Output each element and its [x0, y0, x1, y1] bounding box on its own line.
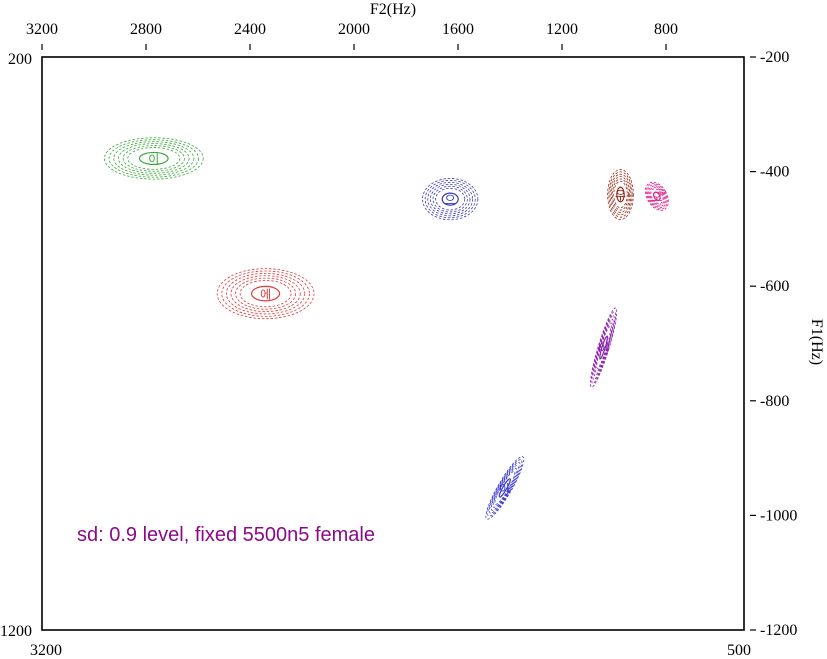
left-axis-max-label: 1200 [0, 623, 32, 640]
vowel-label: 어 [598, 342, 609, 356]
ellipse-ring [610, 176, 631, 213]
vowel-ellipse-group [104, 137, 204, 180]
ellipse-ring [235, 277, 297, 310]
ellipse-ring [608, 171, 633, 218]
ellipse-ring [122, 145, 185, 172]
ellipse-ring [104, 137, 204, 180]
vowel-ellipse-group [607, 169, 634, 220]
top-tick-label: 1200 [546, 21, 578, 38]
top-tick-label: 1600 [442, 21, 474, 38]
right-tick-label: -600 [760, 278, 789, 295]
left-axis-min-label: 200 [8, 51, 32, 68]
ellipse-ring [113, 141, 195, 176]
ellipse-ring [118, 143, 190, 174]
ellipse-ring [216, 268, 315, 320]
ellipse-ring [607, 169, 634, 220]
ellipse-ring [225, 272, 306, 315]
top-axis-ticks: 3200 2800 2400 2000 1600 1200 800 [26, 21, 678, 50]
ellipse-ring [429, 183, 471, 215]
right-axis-ticks: -200 -400 -600 -800 -1000 -1200 [750, 49, 797, 639]
ellipse-ring [127, 147, 181, 170]
ellipse-ring [108, 139, 199, 178]
ellipse-ring [435, 187, 466, 211]
ellipse-ring [648, 185, 666, 207]
vowel-label: 오 [651, 190, 662, 204]
right-tick-label: -1000 [760, 507, 797, 524]
ellipse-ring [595, 322, 613, 373]
ellipse-ring [239, 280, 292, 308]
top-tick-label: 2000 [338, 21, 370, 38]
top-tick-label: 800 [654, 21, 678, 38]
vowel-ellipse-group [422, 178, 479, 221]
bottom-axis-max-label: 500 [727, 642, 751, 659]
vowel-label: 에 [260, 288, 271, 302]
right-axis-label: F1(Hz) [808, 319, 825, 365]
bottom-axis-min-label: 3200 [30, 642, 62, 659]
plot-frame [41, 56, 745, 631]
ellipse-ring [422, 178, 479, 221]
ellipse-ring [494, 471, 516, 505]
ellipse-ring [492, 468, 517, 508]
top-tick-label: 2800 [130, 21, 162, 38]
ellipse-ring [424, 179, 476, 219]
annotation-text: sd: 0.9 level, fixed 5500n5 female [77, 524, 375, 546]
ellipse-ring [613, 180, 628, 209]
right-tick-label: -1200 [760, 622, 797, 639]
right-tick-label: -800 [760, 393, 789, 410]
top-tick-label: 3200 [26, 21, 58, 38]
ellipse-ring [593, 318, 614, 377]
ellipse-core [250, 285, 281, 302]
ellipse-ring [645, 181, 669, 211]
ellipse-ring [487, 459, 523, 517]
vowel-label: 우 [615, 189, 626, 203]
ellipse-ring [596, 326, 611, 369]
ellipse-ring [592, 315, 615, 381]
vowel-label: 이 [148, 152, 159, 166]
ellipse-ring [427, 181, 474, 217]
ellipse-ring [230, 275, 301, 312]
vowel-ellipse-group [216, 268, 315, 320]
top-tick-label: 2400 [234, 21, 266, 38]
ellipse-ring [432, 185, 468, 213]
ellipse-ring [647, 184, 667, 209]
ellipse-core [498, 478, 511, 498]
ellipse-core [616, 186, 625, 203]
ellipse-ring [489, 462, 521, 514]
ellipse-core [599, 335, 609, 360]
ellipse-ring [221, 270, 310, 317]
ellipse-ring [646, 183, 668, 210]
top-axis-label: F2(Hz) [370, 1, 416, 18]
ellipse-core [138, 151, 169, 166]
ellipse-ring [612, 178, 629, 211]
ellipse-core [652, 191, 661, 201]
ellipse-core [441, 192, 459, 206]
vowel-ellipse-group [645, 181, 669, 211]
right-tick-label: -400 [760, 164, 789, 181]
ellipse-ring [490, 465, 519, 511]
vowel-label: 아 [499, 482, 510, 496]
ellipse-ring [609, 173, 632, 216]
ellipse-ring [485, 456, 525, 520]
ellipse-ring [590, 307, 618, 388]
vowel-ellipse-group [485, 456, 525, 520]
vowel-label: 으 [445, 193, 456, 207]
right-tick-label: -200 [760, 49, 789, 66]
ellipse-ring [649, 187, 665, 206]
vowel-ellipse-group [590, 307, 618, 388]
